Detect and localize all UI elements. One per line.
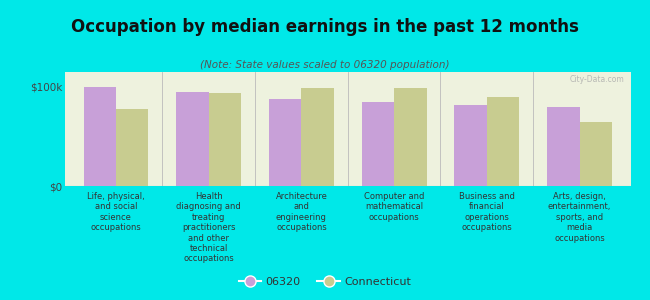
Bar — [209, 93, 241, 186]
Bar — [454, 105, 487, 186]
Bar — [580, 122, 612, 186]
Text: (Note: State values scaled to 06320 population): (Note: State values scaled to 06320 popu… — [200, 60, 450, 70]
Text: Arts, design,
entertainment,
sports, and
media
occupations: Arts, design, entertainment, sports, and… — [548, 192, 611, 243]
Bar — [269, 99, 302, 186]
Text: Occupation by median earnings in the past 12 months: Occupation by median earnings in the pas… — [71, 18, 579, 36]
Bar — [116, 109, 148, 186]
Text: City-Data.com: City-Data.com — [570, 75, 625, 84]
Bar — [302, 88, 334, 186]
Text: Computer and
mathematical
occupations: Computer and mathematical occupations — [364, 192, 424, 222]
Bar — [487, 97, 519, 186]
Text: Health
diagnosing and
treating
practitioners
and other
technical
occupations: Health diagnosing and treating practitio… — [176, 192, 241, 263]
Legend: 06320, Connecticut: 06320, Connecticut — [235, 273, 415, 291]
Bar — [394, 88, 426, 186]
Bar — [176, 92, 209, 186]
Bar — [547, 107, 580, 186]
Text: Business and
financial
operations
occupations: Business and financial operations occupa… — [459, 192, 515, 232]
Text: Life, physical,
and social
science
occupations: Life, physical, and social science occup… — [87, 192, 145, 232]
Bar — [361, 102, 394, 186]
Bar — [84, 87, 116, 186]
Text: Architecture
and
engineering
occupations: Architecture and engineering occupations — [276, 192, 328, 232]
